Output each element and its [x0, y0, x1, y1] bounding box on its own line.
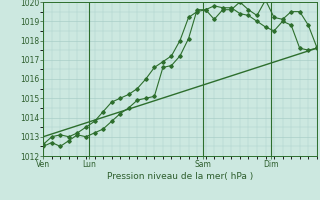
- X-axis label: Pression niveau de la mer( hPa ): Pression niveau de la mer( hPa ): [107, 172, 253, 181]
